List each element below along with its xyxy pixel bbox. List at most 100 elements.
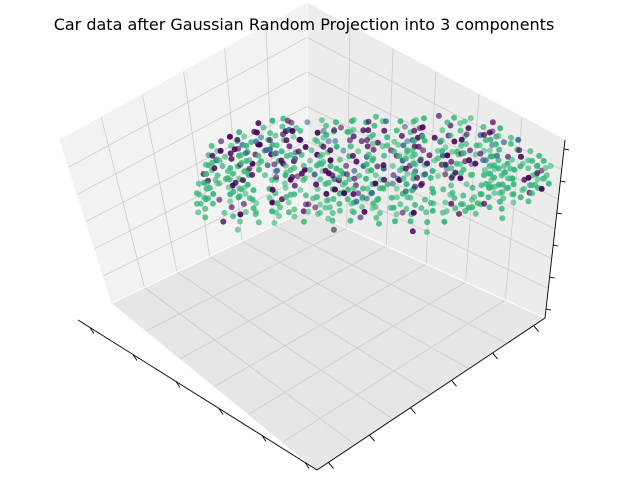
scatter-point — [402, 188, 409, 195]
scatter-point — [285, 199, 292, 206]
scatter-point — [355, 148, 362, 155]
scatter-point — [448, 174, 455, 181]
y-tick — [328, 462, 334, 469]
scatter-point — [478, 182, 485, 189]
scatter-point — [331, 127, 338, 134]
scatter-point — [300, 208, 307, 215]
scatter-point — [336, 200, 343, 207]
scatter-point — [274, 200, 281, 207]
scatter-point — [430, 200, 437, 207]
scatter-point — [338, 124, 344, 131]
scatter-point — [448, 165, 455, 172]
scatter-point — [400, 175, 407, 182]
scatter-point — [208, 160, 215, 166]
scatter-point — [256, 166, 262, 173]
scatter-point — [291, 191, 298, 198]
scatter-point — [491, 174, 497, 181]
scatter-point — [519, 160, 526, 167]
scatter-point — [457, 161, 464, 168]
scatter-point — [440, 186, 447, 193]
scatter-point — [390, 148, 397, 155]
scatter-point — [404, 138, 411, 145]
grid-line — [385, 48, 394, 247]
scatter-point — [511, 166, 518, 173]
scatter-point — [392, 218, 398, 225]
scatter-point — [214, 172, 221, 179]
scatter-point — [429, 207, 436, 214]
scatter-point — [210, 191, 217, 197]
x-tick — [261, 435, 267, 442]
scatter-point — [298, 170, 305, 177]
scatter-point — [250, 205, 257, 212]
scatter-point — [467, 115, 474, 122]
scatter-point — [498, 205, 505, 212]
y-tick — [369, 434, 375, 442]
scatter-point — [243, 142, 250, 149]
scatter-point — [209, 152, 216, 159]
scatter-point — [273, 209, 280, 216]
z-tick — [553, 244, 559, 247]
scatter-point — [280, 115, 287, 122]
scatter-point — [217, 147, 224, 154]
scatter-point — [496, 198, 503, 205]
scatter-point — [457, 175, 464, 182]
scatter-point — [418, 205, 425, 212]
scatter-point — [342, 179, 349, 186]
z-tick — [563, 148, 570, 151]
scatter-point — [232, 179, 239, 186]
z-tick — [556, 212, 562, 215]
scatter-point — [337, 167, 344, 174]
scatter-point — [291, 213, 298, 220]
scatter-point — [255, 160, 262, 167]
scatter-point — [451, 195, 458, 201]
y-tick — [533, 325, 539, 332]
axes — [77, 139, 566, 471]
scatter-point — [388, 194, 395, 201]
y-axis-line — [316, 317, 546, 471]
scatter-point — [496, 146, 503, 153]
scatter-point — [448, 200, 455, 207]
scatter-point — [267, 130, 273, 136]
scatter-point — [463, 131, 470, 138]
scatter-point — [393, 127, 400, 134]
scatter-point — [329, 217, 336, 224]
scatter-point — [491, 162, 498, 169]
scatter-point — [344, 171, 350, 178]
scatter-point — [235, 145, 242, 152]
scatter-point — [285, 209, 292, 216]
scatter-point — [518, 153, 524, 160]
scatter-point — [308, 147, 315, 154]
scatter-point — [370, 146, 377, 153]
scatter-point — [242, 150, 249, 157]
x-tick — [175, 381, 181, 388]
scatter-point — [485, 194, 492, 201]
scatter-point — [271, 220, 278, 226]
scatter-point — [404, 170, 411, 177]
scatter-point — [288, 119, 295, 126]
scatter-point — [255, 219, 262, 226]
scatter-point — [301, 218, 307, 225]
scatter-point — [286, 143, 293, 150]
scatter-point — [374, 163, 381, 170]
scatter-point — [370, 200, 377, 207]
scatter-point — [242, 190, 249, 197]
scatter-point — [361, 208, 368, 215]
scatter-point — [195, 180, 202, 187]
scatter-point — [396, 153, 403, 160]
scatter-point — [529, 190, 535, 197]
scatter-point — [472, 151, 479, 158]
scatter-point — [325, 138, 332, 145]
scatter-point — [368, 167, 375, 174]
scatter-point — [469, 171, 476, 178]
x-axis-line — [77, 319, 318, 471]
scatter-point — [370, 155, 377, 162]
x-tick — [218, 408, 224, 415]
scatter-point — [347, 137, 353, 144]
scatter-point — [237, 211, 244, 218]
scatter-point — [374, 139, 381, 146]
scatter-point — [469, 204, 476, 211]
scatter-point — [273, 142, 280, 149]
scatter-point — [278, 157, 285, 164]
scatter-point — [336, 174, 343, 181]
scatter-point — [297, 187, 304, 193]
